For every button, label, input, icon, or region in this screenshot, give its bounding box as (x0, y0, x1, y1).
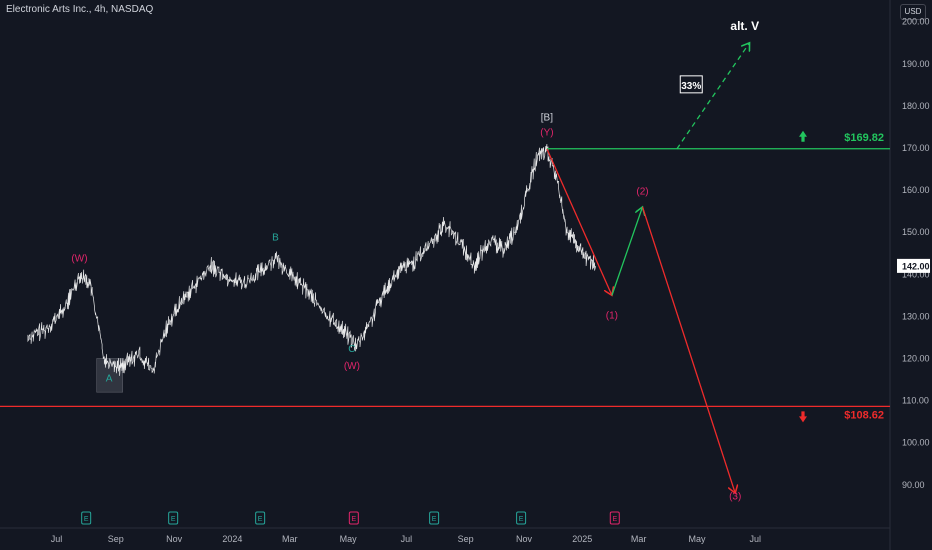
earnings-marker-label: E (351, 516, 356, 523)
x-tick-label: Sep (108, 534, 124, 544)
wave-label: C (348, 344, 355, 355)
wave-label: A (106, 374, 113, 385)
earnings-marker (81, 511, 92, 525)
price-level-label: $169.82 (844, 132, 884, 144)
earnings-marker (429, 511, 440, 525)
earnings-marker (255, 511, 266, 525)
wave-label: alt. V (730, 19, 759, 33)
y-tick-label: 120.00 (902, 354, 930, 364)
earnings-marker-label: E (258, 516, 263, 523)
y-tick-label: 200.00 (902, 17, 930, 27)
wave-label: (1) (606, 311, 618, 322)
projection-arrow (641, 206, 736, 493)
last-price-tag (897, 258, 930, 273)
earnings-marker (609, 511, 620, 525)
probability-box (679, 75, 703, 94)
projection-arrow (611, 207, 643, 296)
down-arrow-icon (799, 411, 807, 423)
y-tick-label: 130.00 (902, 311, 930, 321)
x-tick-label: Nov (166, 534, 183, 544)
y-tick-label: 170.00 (902, 143, 930, 153)
y-tick-label: 100.00 (902, 438, 930, 448)
wave-label: [B] (541, 113, 553, 124)
wave-label: (3) (729, 492, 741, 503)
earnings-marker-label: E (519, 516, 524, 523)
x-tick-label: Jul (401, 534, 413, 544)
x-axis: Jul Sep Nov 2024 Mar May Jul Sep Nov 2025 Mar May Ju… (51, 534, 761, 544)
projection-arrow (546, 148, 612, 296)
price-level-label: $108.62 (844, 409, 884, 421)
wave-label: (2) (636, 186, 648, 197)
x-tick-label: Jul (750, 534, 762, 544)
x-tick-label: Mar (282, 534, 298, 544)
earnings-marker (516, 511, 527, 525)
x-tick-label: May (340, 534, 358, 544)
earnings-marker-label: E (612, 516, 617, 523)
y-tick-label: 110.00 (902, 396, 929, 406)
earnings-marker (348, 511, 359, 525)
x-tick-label: Nov (516, 534, 533, 544)
x-tick-label: 2025 (572, 534, 592, 544)
price-series-line (27, 143, 597, 376)
y-tick-label: 150.00 (902, 227, 930, 237)
wave-label: (W) (344, 361, 360, 372)
y-axis: 200.00 190.00 180.00 170.00 160.00 150.00 140.… (897, 17, 930, 490)
wave-label: (Y) (540, 127, 553, 138)
x-tick-label: Sep (458, 534, 474, 544)
x-tick-label: May (688, 534, 706, 544)
currency-button[interactable]: USD (900, 4, 926, 20)
probability-label: 33% (681, 81, 701, 92)
chart-title: Electronic Arts Inc., 4h, NASDAQ (6, 4, 154, 15)
y-tick-label: 160.00 (902, 185, 930, 195)
projection-arrow (676, 43, 750, 150)
up-arrow-icon (799, 130, 807, 142)
y-tick-label: 140.00 (902, 269, 930, 279)
wave-label: (W) (71, 254, 87, 265)
x-tick-label: Jul (51, 534, 63, 544)
last-price-label: 142.00 (902, 261, 930, 271)
y-tick-label: 190.00 (902, 59, 930, 69)
x-tick-label: 2024 (222, 534, 242, 544)
wave-label: B (272, 233, 279, 244)
earnings-marker-label: E (432, 516, 437, 523)
earnings-marker-label: E (171, 516, 176, 523)
earnings-marker (168, 511, 179, 525)
y-tick-label: 90.00 (902, 480, 925, 490)
earnings-marker-label: E (84, 516, 89, 523)
y-tick-label: 180.00 (902, 101, 930, 111)
x-tick-label: Mar (631, 534, 647, 544)
plot-area: $169.82 $108.62 33% (W) A B C (W) [B] (Y) (1) (2) (3… (0, 0, 891, 550)
